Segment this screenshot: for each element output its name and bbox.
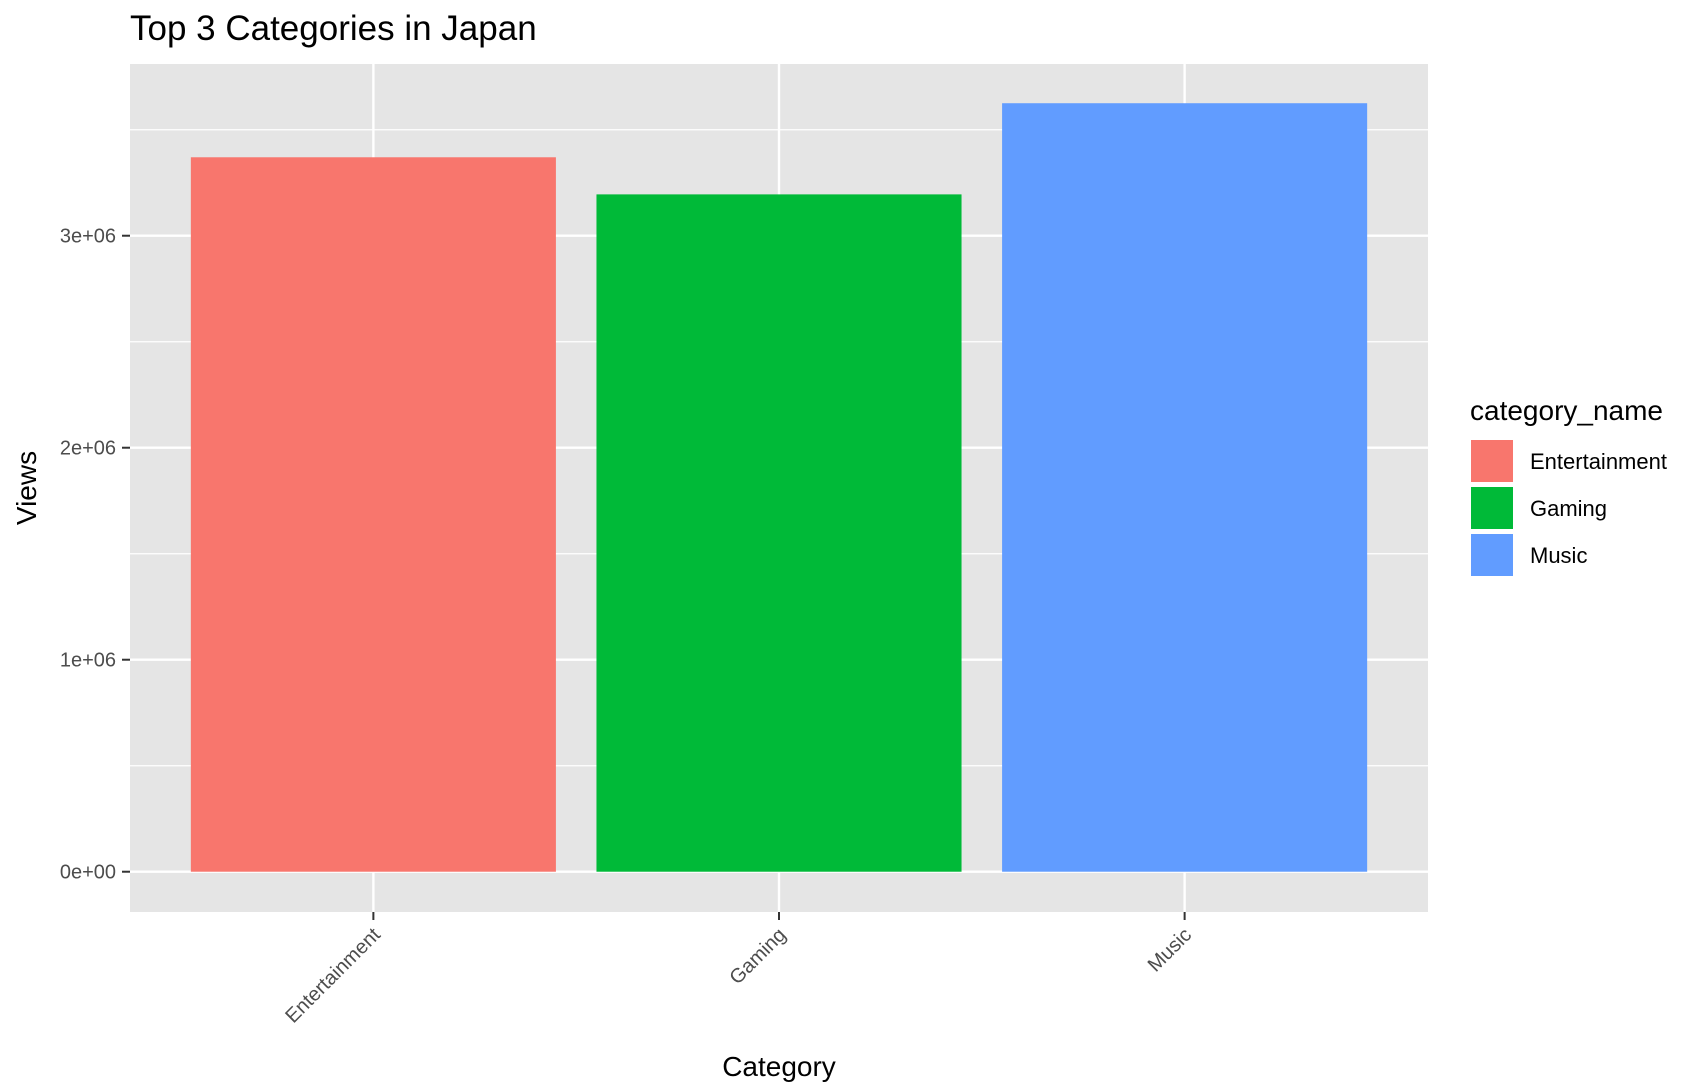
x-tick-label: Entertainment bbox=[281, 924, 385, 1028]
chart-title: Top 3 Categories in Japan bbox=[130, 9, 537, 48]
x-axis: Entertainment Gaming Music bbox=[281, 912, 1196, 1028]
x-tick-label: Music bbox=[1144, 924, 1196, 976]
legend-swatch-music bbox=[1469, 532, 1515, 578]
legend-label: Gaming bbox=[1530, 496, 1607, 521]
bar-gaming bbox=[596, 194, 962, 872]
bar-music bbox=[1002, 103, 1368, 872]
y-tick-label: 0e+00 bbox=[60, 862, 116, 884]
legend-label: Music bbox=[1530, 543, 1587, 568]
bars bbox=[190, 103, 1368, 872]
legend-entries: Entertainment Gaming Music bbox=[1469, 438, 1667, 578]
x-axis-title: Category bbox=[722, 1051, 836, 1082]
legend-title: category_name bbox=[1470, 395, 1663, 426]
y-tick-label: 1e+06 bbox=[60, 650, 116, 672]
legend-swatch-gaming bbox=[1469, 485, 1515, 531]
legend: category_name Entertainment Gaming Music bbox=[1469, 395, 1667, 578]
y-axis-title: Views bbox=[11, 451, 42, 525]
legend-swatch-entertainment bbox=[1469, 438, 1515, 484]
x-tick-label: Gaming bbox=[725, 924, 790, 989]
legend-label: Entertainment bbox=[1530, 449, 1667, 474]
y-tick-label: 3e+06 bbox=[60, 226, 116, 248]
y-tick-label: 2e+06 bbox=[60, 438, 116, 460]
bar-entertainment bbox=[190, 157, 556, 872]
y-axis: 0e+00 1e+06 2e+06 3e+06 bbox=[60, 226, 130, 884]
